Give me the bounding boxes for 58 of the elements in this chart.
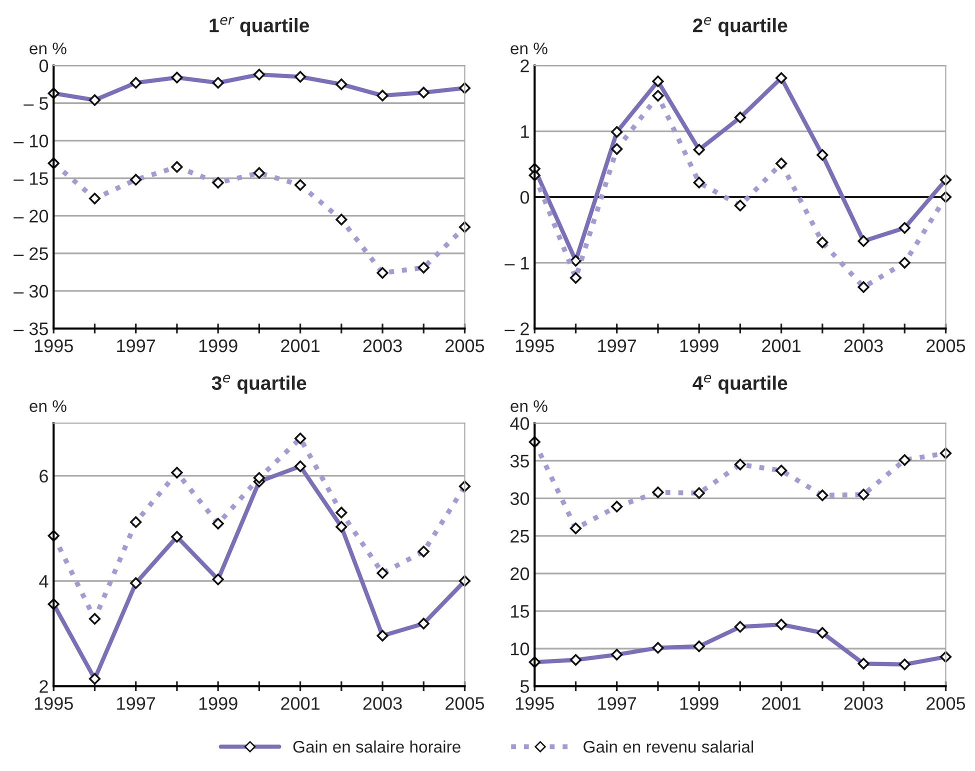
x-tick-label: 2005 xyxy=(446,339,484,352)
y-axis-title: en % xyxy=(30,400,66,412)
y-tick-label: 2 xyxy=(40,680,48,693)
y-tick-label: 15 xyxy=(511,605,530,618)
x-tick-label: 2001 xyxy=(281,339,320,352)
y-tick-label: 2 xyxy=(520,59,529,72)
y-tick-label: – 2 xyxy=(504,322,529,336)
x-tick-label: 2005 xyxy=(926,697,966,710)
x-tick-label: 1999 xyxy=(680,697,718,710)
y-tick-label: – 25 xyxy=(14,247,48,260)
x-tick-label: 2003 xyxy=(844,697,883,710)
y-tick-label: 0 xyxy=(39,59,48,72)
x-tick-label: 1995 xyxy=(516,697,554,710)
y-tick-label: – 15 xyxy=(14,172,48,185)
x-tick-label: 1997 xyxy=(598,339,636,352)
x-tick-label: 2001 xyxy=(762,339,801,352)
y-axis-title: en % xyxy=(510,400,548,412)
y-tick-label: 30 xyxy=(510,492,530,506)
x-tick-label: 1997 xyxy=(117,339,156,352)
y-tick-label: 40 xyxy=(510,417,530,430)
legend-label: Gain en revenu salarial xyxy=(584,740,754,753)
x-tick-label: 2001 xyxy=(762,697,801,710)
legend-label: Gain en salaire horaire xyxy=(293,740,460,753)
x-tick-label: 1999 xyxy=(199,697,238,710)
y-tick-label: 6 xyxy=(40,470,48,483)
chart-title: 4$^{e}$ quartile xyxy=(692,374,788,394)
y-tick-label: 5 xyxy=(520,680,530,693)
y-tick-label: – 20 xyxy=(14,210,48,223)
y-tick-label: 10 xyxy=(511,642,530,656)
y-tick-label: 25 xyxy=(510,530,530,543)
x-tick-label: 1999 xyxy=(680,339,718,352)
x-tick-label: 1995 xyxy=(516,339,554,352)
y-tick-label: 0 xyxy=(520,190,530,204)
x-tick-label: 1997 xyxy=(117,697,156,710)
y-tick-label: – 35 xyxy=(14,322,48,336)
x-tick-label: 2003 xyxy=(363,339,402,352)
y-tick-label: – 10 xyxy=(14,134,48,148)
y-tick-label: 1 xyxy=(521,125,529,138)
chart-title: 3$^{e}$ quartile xyxy=(212,374,306,394)
chart-title: 2$^{e}$ quartile xyxy=(693,17,788,36)
y-tick-label: 35 xyxy=(510,454,530,468)
x-tick-label: 1995 xyxy=(34,339,73,352)
y-tick-label: 4 xyxy=(39,575,48,588)
x-tick-label: 1995 xyxy=(34,697,73,710)
x-tick-label: 1997 xyxy=(598,697,636,710)
y-tick-label: – 5 xyxy=(24,97,48,110)
y-tick-label: – 30 xyxy=(14,284,48,298)
x-tick-label: 1999 xyxy=(199,339,238,352)
y-axis-title: en % xyxy=(30,42,66,54)
x-tick-label: 2001 xyxy=(281,697,320,710)
chart-title: 1$^{er}$ quartile xyxy=(210,17,309,36)
y-axis-title: en % xyxy=(510,42,548,54)
y-tick-label: – 1 xyxy=(504,256,529,270)
x-tick-label: 2005 xyxy=(926,339,966,352)
x-tick-label: 2005 xyxy=(446,697,484,710)
y-tick-label: 20 xyxy=(510,567,530,580)
x-tick-label: 2003 xyxy=(844,339,883,352)
x-tick-label: 2003 xyxy=(363,697,402,710)
